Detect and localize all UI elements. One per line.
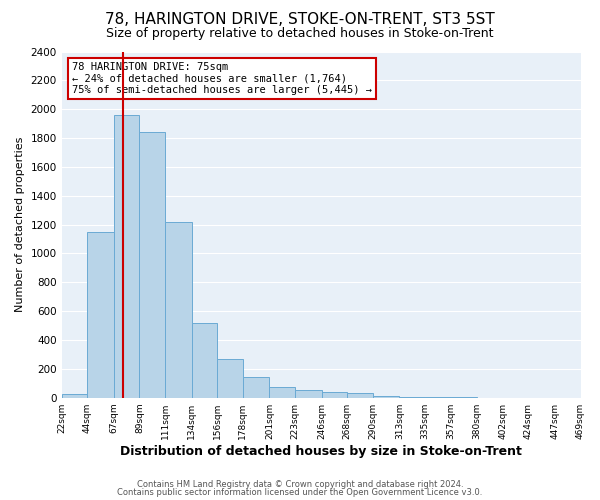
Text: 78, HARINGTON DRIVE, STOKE-ON-TRENT, ST3 5ST: 78, HARINGTON DRIVE, STOKE-ON-TRENT, ST3…	[105, 12, 495, 28]
Bar	[217, 360, 243, 398]
Bar	[243, 377, 269, 398]
Bar	[114, 115, 139, 398]
Bar	[139, 132, 165, 398]
Bar	[62, 394, 87, 398]
Bar	[347, 392, 373, 398]
Text: Contains public sector information licensed under the Open Government Licence v3: Contains public sector information licen…	[118, 488, 482, 497]
Bar	[400, 397, 425, 398]
Text: Size of property relative to detached houses in Stoke-on-Trent: Size of property relative to detached ho…	[106, 28, 494, 40]
Bar	[165, 222, 191, 398]
Bar	[191, 322, 217, 398]
Text: 78 HARINGTON DRIVE: 75sqm
← 24% of detached houses are smaller (1,764)
75% of se: 78 HARINGTON DRIVE: 75sqm ← 24% of detac…	[72, 62, 372, 95]
Text: Contains HM Land Registry data © Crown copyright and database right 2024.: Contains HM Land Registry data © Crown c…	[137, 480, 463, 489]
Y-axis label: Number of detached properties: Number of detached properties	[15, 137, 25, 312]
Bar	[373, 396, 400, 398]
Bar	[87, 232, 114, 398]
X-axis label: Distribution of detached houses by size in Stoke-on-Trent: Distribution of detached houses by size …	[120, 444, 522, 458]
Bar	[295, 390, 322, 398]
Bar	[269, 387, 295, 398]
Bar	[322, 392, 347, 398]
